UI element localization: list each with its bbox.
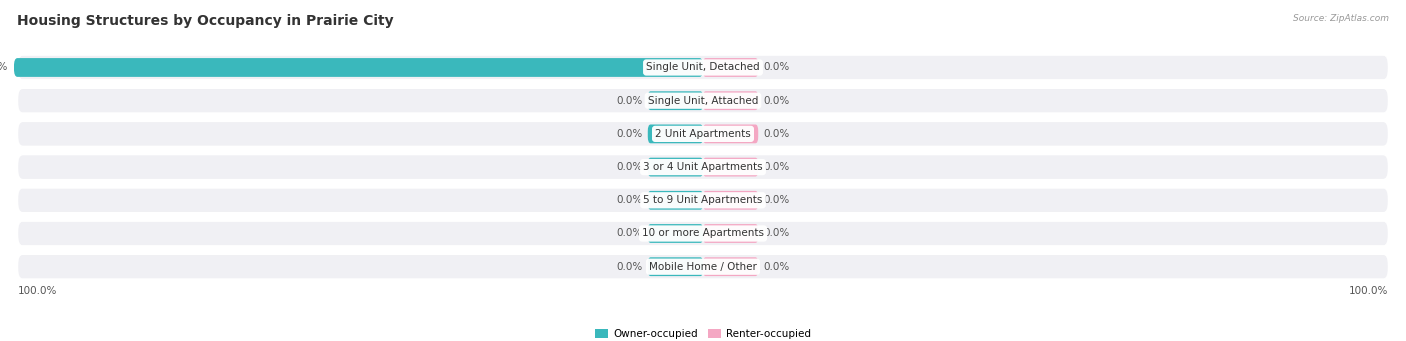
FancyBboxPatch shape (703, 257, 758, 276)
FancyBboxPatch shape (18, 155, 1388, 179)
FancyBboxPatch shape (18, 56, 1388, 79)
FancyBboxPatch shape (648, 224, 703, 243)
FancyBboxPatch shape (703, 58, 758, 77)
FancyBboxPatch shape (18, 122, 1388, 146)
Text: 0.0%: 0.0% (763, 228, 790, 238)
Text: Mobile Home / Other: Mobile Home / Other (650, 262, 756, 272)
Text: 0.0%: 0.0% (763, 129, 790, 139)
Text: 5 to 9 Unit Apartments: 5 to 9 Unit Apartments (644, 195, 762, 205)
Text: Single Unit, Attached: Single Unit, Attached (648, 96, 758, 106)
Text: Source: ZipAtlas.com: Source: ZipAtlas.com (1294, 14, 1389, 23)
Text: 0.0%: 0.0% (763, 62, 790, 73)
Text: 0.0%: 0.0% (616, 195, 643, 205)
Text: 0.0%: 0.0% (763, 262, 790, 272)
Text: 0.0%: 0.0% (763, 195, 790, 205)
FancyBboxPatch shape (18, 222, 1388, 245)
FancyBboxPatch shape (18, 255, 1388, 278)
Text: 3 or 4 Unit Apartments: 3 or 4 Unit Apartments (643, 162, 763, 172)
FancyBboxPatch shape (703, 91, 758, 110)
Text: 0.0%: 0.0% (616, 162, 643, 172)
Text: 0.0%: 0.0% (616, 262, 643, 272)
Text: Housing Structures by Occupancy in Prairie City: Housing Structures by Occupancy in Prair… (17, 14, 394, 28)
Text: 2 Unit Apartments: 2 Unit Apartments (655, 129, 751, 139)
Text: 100.0%: 100.0% (0, 62, 8, 73)
Legend: Owner-occupied, Renter-occupied: Owner-occupied, Renter-occupied (591, 325, 815, 341)
FancyBboxPatch shape (18, 55, 1388, 80)
FancyBboxPatch shape (18, 88, 1388, 113)
FancyBboxPatch shape (18, 122, 1388, 146)
FancyBboxPatch shape (18, 188, 1388, 212)
FancyBboxPatch shape (18, 155, 1388, 179)
Text: 0.0%: 0.0% (616, 129, 643, 139)
FancyBboxPatch shape (648, 257, 703, 276)
Text: Single Unit, Detached: Single Unit, Detached (647, 62, 759, 73)
FancyBboxPatch shape (648, 158, 703, 177)
Text: 0.0%: 0.0% (763, 96, 790, 106)
FancyBboxPatch shape (18, 189, 1388, 212)
FancyBboxPatch shape (703, 124, 758, 143)
FancyBboxPatch shape (18, 89, 1388, 112)
FancyBboxPatch shape (18, 254, 1388, 279)
Text: 0.0%: 0.0% (616, 96, 643, 106)
Text: 10 or more Apartments: 10 or more Apartments (643, 228, 763, 238)
FancyBboxPatch shape (18, 221, 1388, 246)
FancyBboxPatch shape (648, 124, 703, 143)
FancyBboxPatch shape (648, 191, 703, 210)
FancyBboxPatch shape (14, 58, 703, 77)
Text: 0.0%: 0.0% (616, 228, 643, 238)
FancyBboxPatch shape (703, 158, 758, 177)
Text: 100.0%: 100.0% (1348, 286, 1388, 296)
Text: 0.0%: 0.0% (763, 162, 790, 172)
FancyBboxPatch shape (703, 191, 758, 210)
FancyBboxPatch shape (703, 224, 758, 243)
Text: 100.0%: 100.0% (18, 286, 58, 296)
FancyBboxPatch shape (648, 91, 703, 110)
